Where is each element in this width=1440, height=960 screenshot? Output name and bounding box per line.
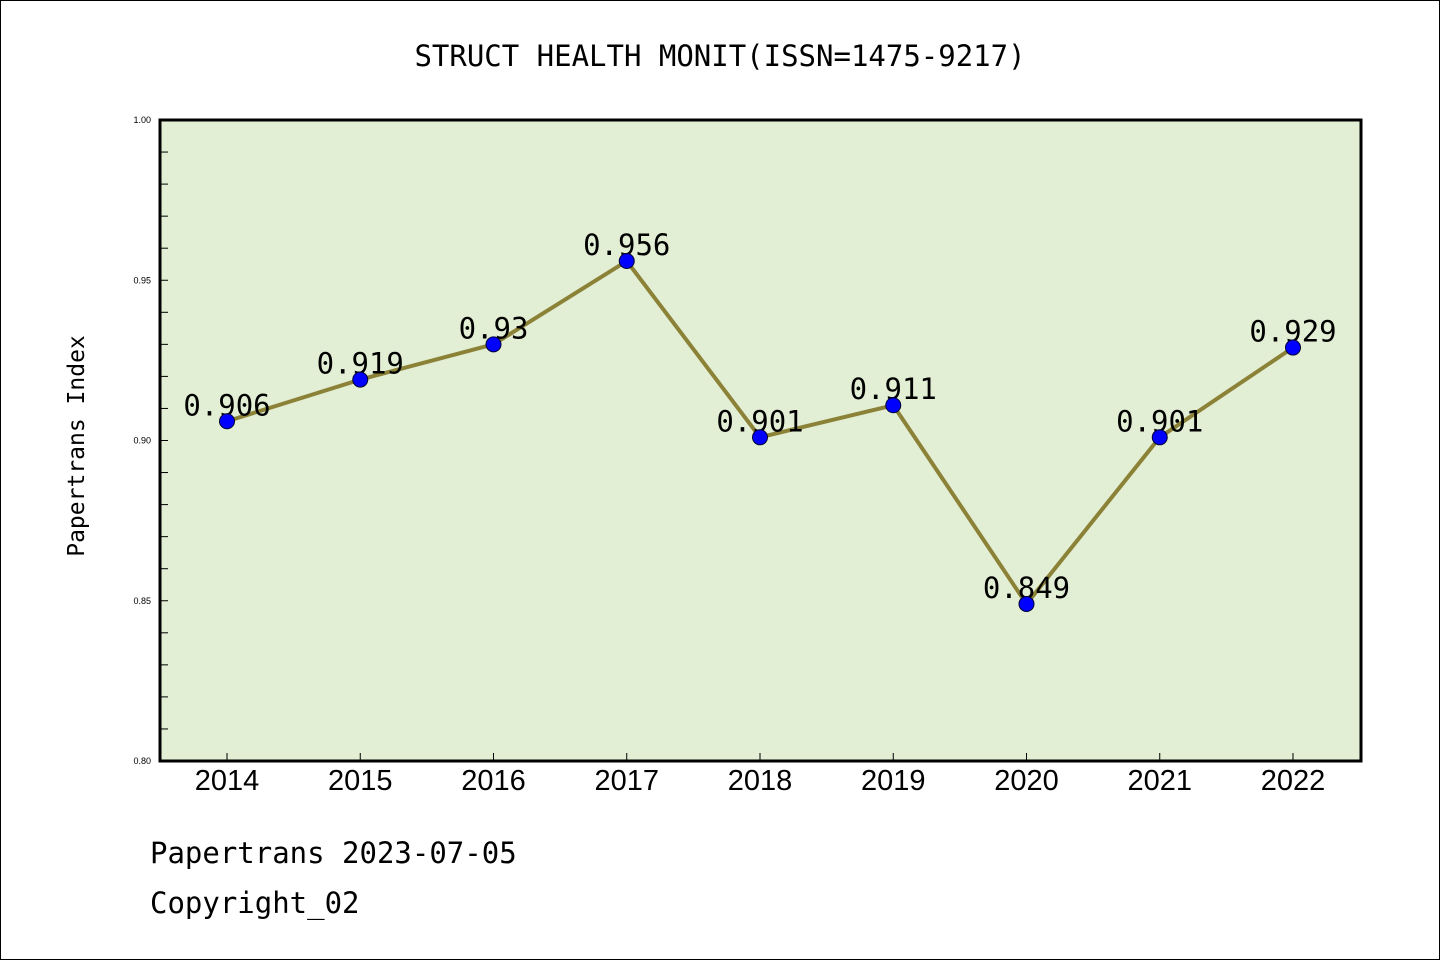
x-tick-label: 2018 xyxy=(728,765,793,797)
data-point xyxy=(752,429,768,446)
data-point xyxy=(1018,595,1035,612)
data-point xyxy=(885,397,902,414)
data-point xyxy=(1151,429,1168,446)
x-tick-label: 2017 xyxy=(594,765,659,797)
data-point xyxy=(485,336,502,353)
footer-date-line: Papertrans 2023-07-05 xyxy=(150,836,517,870)
y-tick-label: 0.80 xyxy=(133,756,151,766)
x-tick-label: 2015 xyxy=(328,765,393,797)
x-tick-label: 2021 xyxy=(1127,765,1192,797)
data-point xyxy=(618,253,635,270)
y-tick-label: 0.95 xyxy=(133,275,151,285)
y-axis-label: Papertrans Index xyxy=(64,335,90,557)
data-point xyxy=(1285,339,1301,356)
y-tick-label: 0.85 xyxy=(133,596,151,606)
data-point xyxy=(219,413,235,430)
data-points xyxy=(219,253,1301,612)
x-tick-label: 2020 xyxy=(994,765,1059,797)
x-tick-label: 2014 xyxy=(195,765,260,797)
chart-title: STRUCT HEALTH MONIT(ISSN=1475-9217) xyxy=(414,39,1025,73)
x-tick-label: 2016 xyxy=(461,765,526,797)
footer-copyright-line: Copyright_02 xyxy=(150,886,360,920)
x-tick-label: 2022 xyxy=(1261,765,1326,797)
y-axis: 0.80 0.85 0.90 0.95 1.00 xyxy=(133,115,168,766)
x-axis: 2014 2015 2016 2017 2018 2019 2020 2021 2022 xyxy=(195,753,1326,797)
y-tick-label: 1.00 xyxy=(133,115,151,125)
y-tick-label: 0.90 xyxy=(133,436,151,446)
data-point xyxy=(352,371,369,388)
x-tick-label: 2019 xyxy=(861,765,926,797)
